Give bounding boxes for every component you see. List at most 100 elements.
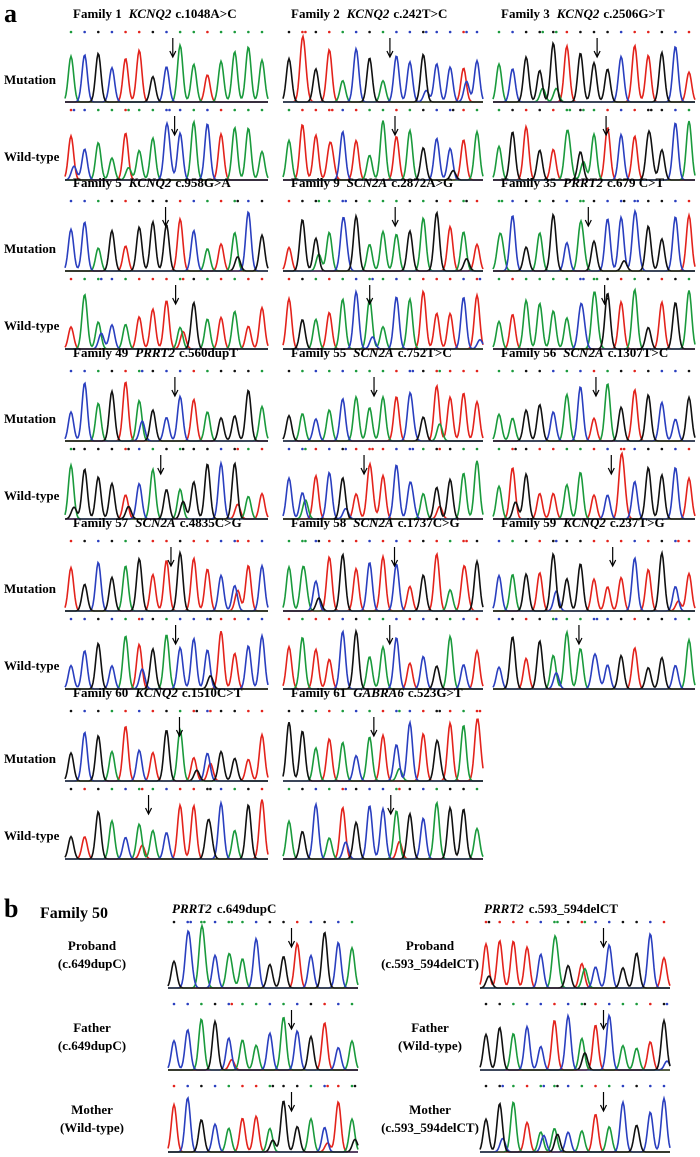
base-call [498,1084,501,1088]
base-call [314,199,318,203]
base-call [633,277,637,281]
base-call [96,277,100,281]
base-call [301,30,304,34]
base-call [304,539,307,543]
chromatogram [64,787,269,860]
base-call [69,617,73,621]
trace [493,636,695,690]
base-call [247,787,250,791]
base-call [408,277,412,281]
arrow-head [386,637,394,646]
base-call [247,108,250,112]
base-call [247,709,250,713]
base-call [646,30,650,34]
base-call [395,617,398,621]
base-call [674,108,677,112]
base-call [411,369,415,373]
trace [493,549,695,612]
base-call [140,369,144,373]
base-call [178,709,182,713]
base-call [565,30,569,34]
base-call [408,108,412,112]
base-call [282,1084,285,1088]
base-call [646,617,650,621]
family-title: Family 9 SCN2A c.2872A>G [291,175,453,190]
base-call [524,108,528,112]
base-call [633,108,637,112]
base-call [565,617,569,621]
base-call [341,617,345,621]
base-call [665,1002,669,1006]
base-call [247,617,250,621]
base-call [606,30,609,34]
base-call [592,369,596,373]
base-call [327,617,331,621]
base-call [368,108,371,112]
base-call [566,1002,570,1006]
base-call [462,539,465,543]
base-call [592,199,596,203]
base-call [478,709,482,713]
base-call [556,920,559,924]
variant: c.649dupC [217,901,277,916]
trace [283,383,484,442]
base-call [381,539,385,543]
base-call [435,617,439,621]
trace [283,718,484,782]
base-call [110,787,114,791]
arrow-head [370,729,378,738]
base-call [213,920,217,924]
base-call [435,539,439,543]
base-call [381,709,385,713]
base-call [124,277,127,281]
base-call [206,709,209,713]
base-call [192,199,196,203]
base-call [110,108,114,112]
arrow-head [390,559,399,568]
trace [65,119,269,181]
chromatogram [64,709,269,782]
family-title: Family 59 KCNQ2 c.237T>G [501,515,665,530]
base-call [254,1084,258,1088]
base-call [580,1084,584,1088]
trace [493,212,696,272]
base-call [99,277,103,281]
base-call [341,539,345,543]
gene: KCNQ2 [128,6,172,21]
base-call [421,199,425,203]
arrow-head [386,50,394,59]
base-call [542,1084,546,1088]
base-call [462,277,465,281]
variant: c.1510C>T [182,685,243,700]
family-title: Family 2 KCNQ2 c.242T>C [291,6,447,21]
gene: SCN2A [347,175,388,190]
base-call [687,447,691,451]
base-call [677,539,680,543]
base-call [368,787,371,791]
arrow-head [172,637,180,646]
base-call [260,108,264,112]
base-call [69,369,73,373]
base-call [568,108,572,112]
base-call [151,277,155,281]
base-call [408,447,412,451]
base-call [435,369,439,373]
base-call [165,539,168,543]
base-call [512,1002,515,1006]
base-call [203,920,206,924]
base-call [421,709,425,713]
base-call [69,539,73,543]
family-label: Family 9 [291,175,340,190]
chromatogram [64,617,269,690]
family-title: Family 60 KCNQ2 c.1510C>T [73,685,243,700]
base-call [282,920,285,924]
chromatogram [492,447,696,520]
base-call [287,369,291,373]
base-call [260,277,264,281]
base-call [219,539,223,543]
base-call [341,369,345,373]
base-call [301,787,304,791]
base-call [462,199,465,203]
base-call [206,30,209,34]
base-call [511,447,514,451]
